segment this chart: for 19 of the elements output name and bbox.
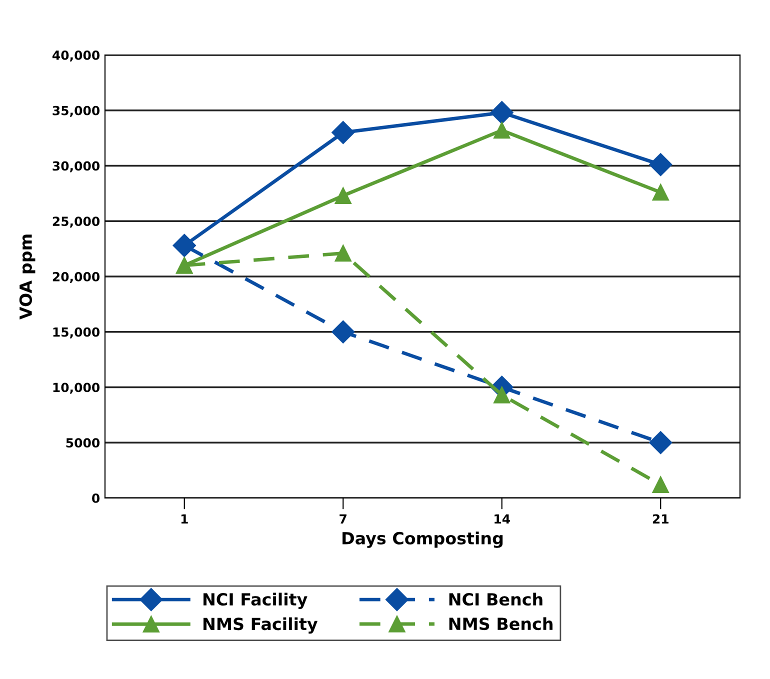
y-tick-label: 10,000 xyxy=(53,382,100,394)
y-tick-label: 15,000 xyxy=(53,327,100,338)
x-axis-title: Days Composting xyxy=(342,532,503,548)
legend-label: NMS Facility xyxy=(204,617,318,634)
y-tick-label: 40,000 xyxy=(52,50,100,62)
x-tick-label: 1 xyxy=(181,514,188,524)
y-tick-label: 25,000 xyxy=(52,216,100,228)
y-tick-label: 0 xyxy=(92,493,100,503)
x-tick-label: 14 xyxy=(494,514,510,524)
y-tick-label: 35,000 xyxy=(52,106,100,117)
y-tick-label: 5000 xyxy=(66,438,100,448)
legend-label: NCI Facility xyxy=(204,592,308,609)
y-axis-title: VOA ppm xyxy=(19,234,36,320)
legend-label: NCI Bench xyxy=(449,592,542,606)
x-tick-label: 21 xyxy=(652,514,668,524)
y-tick-label: 20,000 xyxy=(52,272,100,284)
x-tick-label: 7 xyxy=(340,514,346,524)
y-tick-label: 30,000 xyxy=(52,161,100,172)
legend-label: NMS Bench xyxy=(449,617,552,630)
